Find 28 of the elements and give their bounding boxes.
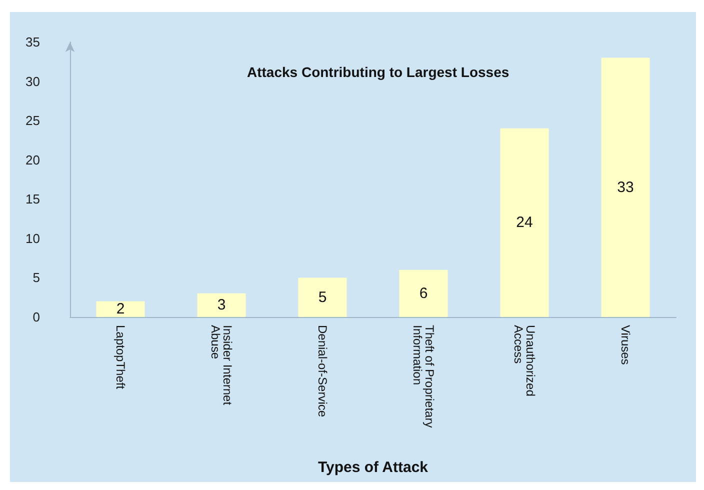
y-tick-label: 25	[26, 113, 40, 128]
y-tick-label: 20	[26, 152, 40, 168]
x-axis-title: Types of Attack	[318, 459, 429, 476]
y-tick-label: 0	[32, 310, 40, 324]
bar	[298, 278, 347, 317]
x-tick-label: LaptopTheft	[114, 325, 128, 390]
y-tick-label: 30	[26, 74, 40, 89]
x-tick-label: Unauthorized Access	[512, 325, 538, 400]
y-tick-label: 5	[32, 270, 40, 286]
y-tick-label: 15	[26, 192, 40, 207]
bar	[399, 270, 448, 317]
data-label: 24	[516, 214, 533, 232]
bar	[500, 128, 549, 317]
x-tick-label: Viruses	[618, 325, 632, 365]
bar	[197, 293, 246, 317]
data-label: 5	[318, 288, 327, 306]
data-label: 33	[617, 178, 634, 196]
bar	[601, 58, 650, 317]
x-tick-label: Denial-of-Service	[316, 325, 330, 418]
y-tick-label: 10	[26, 230, 40, 246]
bar	[96, 301, 145, 317]
text: Attacks Contributing to Largest Losses	[247, 64, 510, 80]
data-label: 2	[116, 300, 125, 318]
data-label: 6	[419, 284, 428, 302]
x-tick-label: Theft of Proprietary Information	[410, 325, 436, 432]
x-tick-label: Insider Internet Abuse	[208, 325, 234, 408]
data-label: 3	[217, 296, 226, 314]
y-tick-label: 35	[26, 34, 40, 50]
